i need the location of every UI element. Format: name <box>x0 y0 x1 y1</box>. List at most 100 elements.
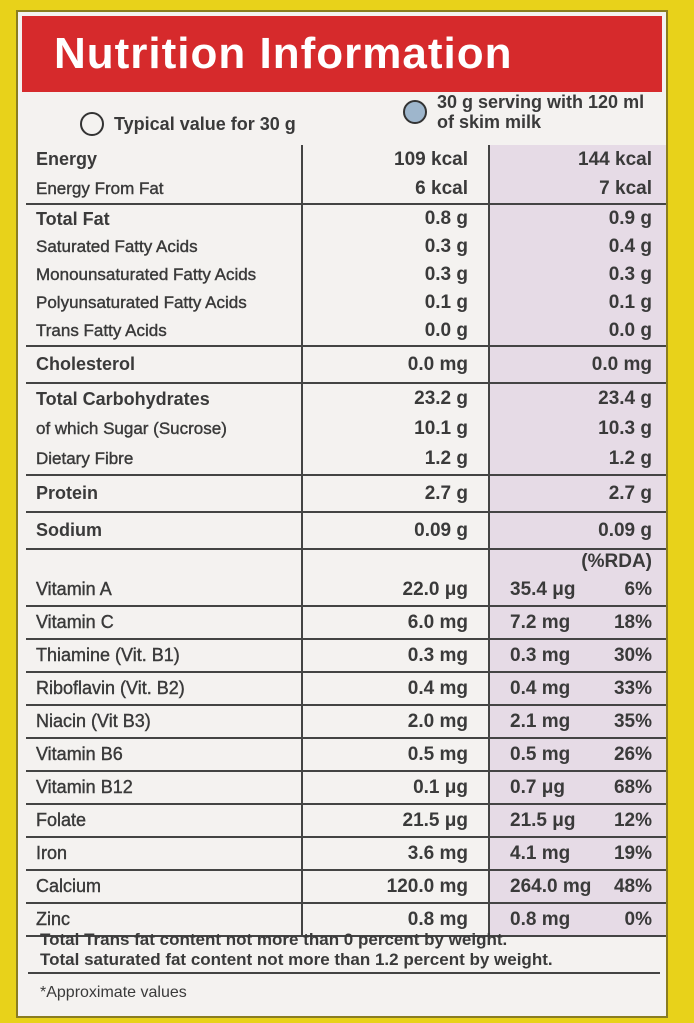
rda-percent: 68% <box>613 776 652 798</box>
table-row: Trans Fatty Acids 0.0 g 0.0 g <box>26 317 666 345</box>
nutrient-label: Energy From Fat <box>36 178 164 198</box>
rda-percent: 12% <box>613 809 652 831</box>
nutrient-label: Vitamin A <box>36 579 112 599</box>
value-with-milk: 0.4 mg <box>510 677 571 699</box>
notes: Total Trans fat content not more than 0 … <box>40 930 660 970</box>
nutrient-label: Thiamine (Vit. B1) <box>36 645 180 665</box>
row-group: Protein 2.7 g 2.7 g <box>26 476 666 513</box>
vitamin-row: Iron 3.6 mg 4.1 mg 19% <box>26 838 666 871</box>
table-row: Sodium 0.09 g 0.09 g <box>26 513 666 548</box>
legend-text: Typical value for 30 g <box>114 113 296 134</box>
label-panel: Nutrition Information Typical value for … <box>16 10 668 1018</box>
table-row: Cholesterol 0.0 mg 0.0 mg <box>26 347 666 382</box>
value-with-milk: 7.2 mg <box>510 611 571 633</box>
note: Total saturated fat content not more tha… <box>40 950 553 969</box>
value-with-milk: 2.7 g <box>488 476 666 511</box>
nutrient-label: Niacin (Vit B3) <box>36 711 151 731</box>
nutrient-label: Cholesterol <box>36 354 136 374</box>
nutrient-label: Protein <box>36 483 99 503</box>
table-row: Protein 2.7 g 2.7 g <box>26 476 666 511</box>
row-group: Total Fat 0.8 g 0.9 g Saturated Fatty Acids… <box>26 205 666 347</box>
footnote: *Approximate values <box>40 984 187 1001</box>
radio-icon <box>403 100 427 124</box>
table-row: Energy 109 kcal 144 kcal <box>26 145 666 174</box>
value-per-30g: 6 kcal <box>301 174 488 203</box>
title: Nutrition Information <box>22 16 662 92</box>
nutrient-label: Zinc <box>36 909 71 929</box>
value-with-milk: 0.3 g <box>488 261 666 289</box>
value-with-milk: 4.1 mg <box>510 842 571 864</box>
value-per-30g: 10.1 g <box>301 414 488 444</box>
table-row: Saturated Fatty Acids 0.3 g 0.4 g <box>26 233 666 261</box>
nutrient-label: of which Sugar (Sucrose) <box>36 419 227 438</box>
nutrition-table: Energy 109 kcal 144 kcal Energy From Fat 6 k… <box>26 145 666 937</box>
value-per-30g: 6.0 mg <box>301 607 488 638</box>
value-with-milk-cell: 264.0 mg 48% <box>488 871 666 902</box>
nutrient-label: Calcium <box>36 876 102 896</box>
value-with-milk-cell: 0.4 mg 33% <box>488 673 666 704</box>
value-per-30g: 120.0 mg <box>301 871 488 902</box>
value-per-30g: 3.6 mg <box>301 838 488 869</box>
vitamin-row: Vitamin B6 0.5 mg 0.5 mg 26% <box>26 739 666 772</box>
vitamin-row: Riboflavin (Vit. B2) 0.4 mg 0.4 mg 33% <box>26 673 666 706</box>
value-per-30g: 0.0 g <box>301 317 488 345</box>
value-with-milk-cell: 0.8 mg 0% <box>488 904 666 935</box>
legend-item: Typical value for 30 g <box>80 112 296 136</box>
nutrient-label: Sodium <box>36 520 102 540</box>
value-per-30g: 2.0 mg <box>301 706 488 737</box>
nutrient-label: Trans Fatty Acids <box>36 321 167 340</box>
nutrient-label: Riboflavin (Vit. B2) <box>36 678 185 698</box>
value-with-milk: 0.5 mg <box>510 743 571 765</box>
value-with-milk-cell: 0.7 μg 68% <box>488 772 666 803</box>
vitamin-row: Vitamin C 6.0 mg 7.2 mg 18% <box>26 607 666 640</box>
value-with-milk: 21.5 μg <box>510 809 576 831</box>
rda-percent: 18% <box>613 611 652 633</box>
nutrient-label: Saturated Fatty Acids <box>36 237 198 256</box>
value-with-milk-cell: 35.4 μg 6% <box>488 574 666 605</box>
value-with-milk: 10.3 g <box>488 414 666 444</box>
vitamin-row: Vitamin A 22.0 μg 35.4 μg 6% <box>26 574 666 607</box>
nutrient-label: Iron <box>36 843 68 863</box>
nutrient-label: Total Fat <box>36 208 110 229</box>
nutrient-label: Vitamin B12 <box>36 777 133 797</box>
value-with-milk: 1.2 g <box>488 444 666 474</box>
value-per-30g: 0.1 g <box>301 289 488 317</box>
table-row: Polyunsaturated Fatty Acids 0.1 g 0.1 g <box>26 289 666 317</box>
value-with-milk-cell: 7.2 mg 18% <box>488 607 666 638</box>
rda-percent: 26% <box>613 743 652 765</box>
table-row: Total Fat 0.8 g 0.9 g <box>26 205 666 233</box>
nutrient-label: Vitamin C <box>36 612 114 632</box>
rda-header: (%RDA) <box>488 550 666 574</box>
rda-percent: 33% <box>613 677 652 699</box>
value-with-milk: 144 kcal <box>488 145 666 174</box>
value-with-milk: 0.9 g <box>488 205 666 233</box>
value-per-30g: 0.8 mg <box>301 904 488 935</box>
nutrient-label: Energy <box>36 149 98 169</box>
nutrient-label: Vitamin B6 <box>36 744 123 764</box>
vitamin-row: Folate 21.5 μg 21.5 μg 12% <box>26 805 666 838</box>
note: Total Trans fat content not more than 0 … <box>40 930 508 949</box>
row-group: Cholesterol 0.0 mg 0.0 mg <box>26 347 666 384</box>
value-per-30g: 22.0 μg <box>301 574 488 605</box>
table-row: Monounsaturated Fatty Acids 0.3 g 0.3 g <box>26 261 666 289</box>
rda-percent: 6% <box>624 578 652 600</box>
value-per-30g: 0.0 mg <box>301 347 488 382</box>
value-per-30g: 109 kcal <box>301 145 488 174</box>
value-with-milk-cell: 0.3 mg 30% <box>488 640 666 671</box>
nutrient-label: Dietary Fibre <box>36 449 134 468</box>
empty-cell <box>301 550 488 574</box>
nutrient-label: Total Carbohydrates <box>36 388 210 409</box>
value-per-30g: 21.5 μg <box>301 805 488 836</box>
table-row: Dietary Fibre 1.2 g 1.2 g <box>26 444 666 474</box>
nutrient-label: Monounsaturated Fatty Acids <box>36 265 257 284</box>
value-with-milk-cell: 2.1 mg 35% <box>488 706 666 737</box>
value-with-milk: 2.1 mg <box>510 710 571 732</box>
value-with-milk: 0.0 mg <box>488 347 666 382</box>
nutrient-label: Folate <box>36 810 87 830</box>
value-with-milk-cell: 21.5 μg 12% <box>488 805 666 836</box>
value-with-milk-cell: 4.1 mg 19% <box>488 838 666 869</box>
row-group: Total Carbohydrates 23.2 g 23.4 g of which … <box>26 384 666 476</box>
value-per-30g: 0.5 mg <box>301 739 488 770</box>
value-with-milk-cell: 0.5 mg 26% <box>488 739 666 770</box>
vitamin-row: Vitamin B12 0.1 μg 0.7 μg 68% <box>26 772 666 805</box>
